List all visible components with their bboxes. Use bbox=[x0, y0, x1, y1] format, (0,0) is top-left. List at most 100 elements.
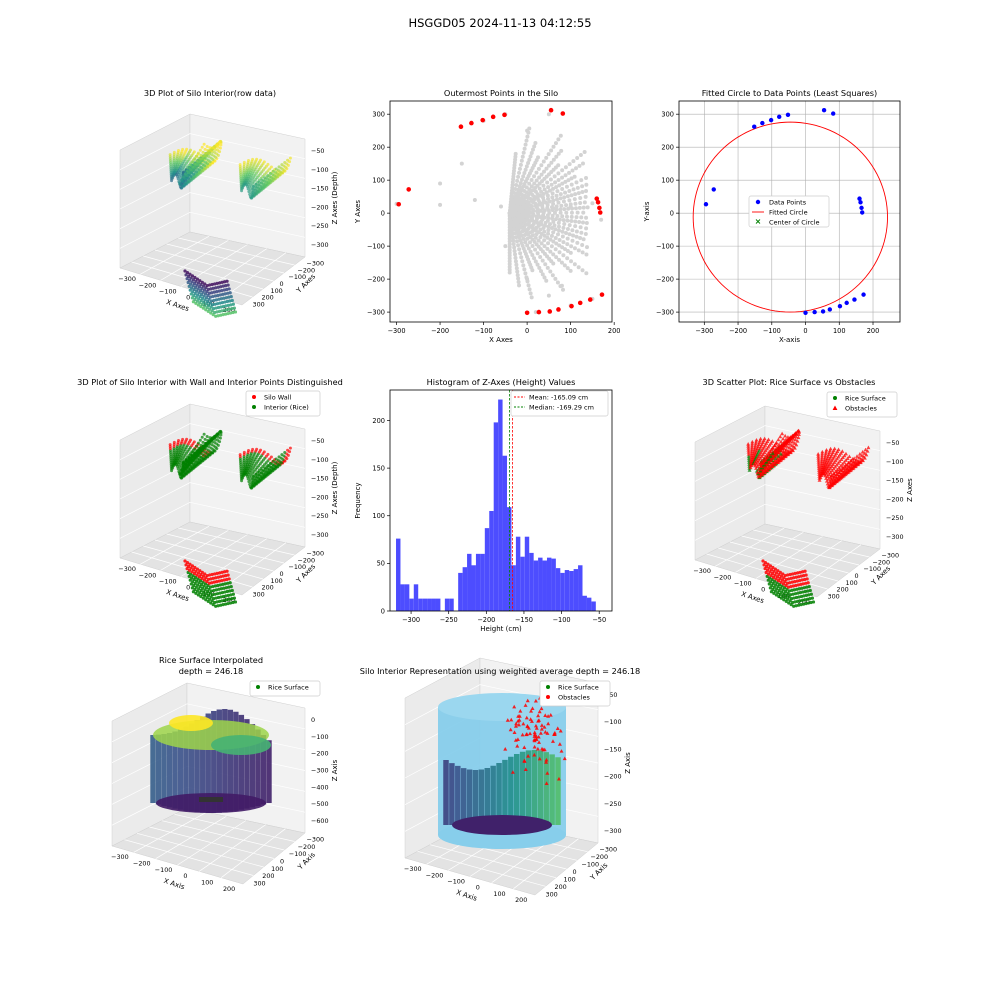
data-point bbox=[530, 233, 535, 238]
data-point bbox=[777, 114, 782, 120]
obstacle-point bbox=[515, 743, 520, 748]
z-tick-label: −150 bbox=[886, 477, 904, 485]
data-point bbox=[771, 565, 775, 570]
x-tick-label: −200 bbox=[139, 571, 157, 579]
x-tick-label: 100 bbox=[833, 327, 846, 335]
data-point bbox=[221, 304, 226, 309]
data-point bbox=[569, 210, 574, 215]
data-point bbox=[259, 448, 263, 452]
data-point bbox=[286, 448, 290, 452]
data-point bbox=[528, 154, 533, 159]
data-point bbox=[217, 579, 221, 583]
data-point bbox=[189, 174, 193, 178]
data-point bbox=[801, 602, 806, 606]
obstacle-point bbox=[857, 455, 862, 460]
data-point bbox=[176, 439, 180, 443]
data-point bbox=[223, 292, 227, 296]
obstacle-point bbox=[762, 450, 767, 455]
obstacle-point bbox=[820, 451, 825, 456]
x-tick-label: −100 bbox=[447, 877, 465, 885]
data-point bbox=[246, 159, 250, 163]
data-point bbox=[799, 603, 803, 607]
data-point bbox=[569, 219, 574, 224]
outer-point bbox=[599, 292, 605, 297]
data-point bbox=[803, 569, 807, 573]
data-point bbox=[549, 148, 554, 153]
obstacle-point bbox=[755, 470, 760, 474]
outer-point bbox=[597, 205, 602, 211]
data-point bbox=[212, 588, 216, 592]
obstacle-point bbox=[827, 472, 832, 477]
obstacle-point bbox=[544, 760, 549, 764]
outer-point bbox=[587, 297, 593, 302]
obstacle-point bbox=[778, 434, 783, 439]
data-point bbox=[561, 225, 566, 230]
data-point bbox=[557, 250, 562, 255]
data-point bbox=[221, 603, 225, 607]
obstacle-point bbox=[746, 442, 751, 446]
z-tick-label: −200 bbox=[311, 750, 329, 758]
histogram-bar bbox=[422, 598, 428, 611]
data-point bbox=[189, 453, 193, 457]
data-point bbox=[798, 591, 803, 595]
data-point bbox=[545, 193, 550, 198]
obstacle-point bbox=[843, 466, 848, 470]
data-point bbox=[271, 459, 275, 463]
data-point bbox=[557, 183, 562, 188]
data-point bbox=[537, 175, 542, 180]
data-point bbox=[565, 218, 570, 223]
data-point bbox=[229, 585, 233, 589]
axes-frame bbox=[389, 100, 613, 323]
obstacle-point bbox=[775, 457, 780, 461]
data-point bbox=[519, 158, 524, 163]
data-point bbox=[218, 301, 222, 305]
obstacle-point bbox=[749, 445, 754, 450]
data-point bbox=[519, 255, 524, 260]
data-point bbox=[213, 440, 217, 444]
x-tick-label: −300 bbox=[404, 865, 422, 873]
data-point bbox=[231, 600, 235, 605]
obstacle-point bbox=[528, 731, 533, 736]
data-point bbox=[533, 140, 538, 145]
data-point bbox=[218, 436, 222, 440]
data-point bbox=[583, 194, 588, 199]
data-point bbox=[533, 247, 538, 252]
obstacle-point bbox=[847, 454, 852, 459]
data-point bbox=[216, 575, 220, 579]
data-point bbox=[183, 559, 187, 563]
data-point bbox=[226, 581, 230, 585]
data-point bbox=[538, 254, 543, 259]
data-point bbox=[578, 225, 583, 230]
obstacle-point bbox=[847, 468, 852, 472]
data-point bbox=[797, 587, 801, 591]
y-tick-label: −100 bbox=[582, 861, 600, 869]
data-point bbox=[210, 153, 214, 157]
data-point bbox=[218, 293, 222, 297]
x-tick-label: −300 bbox=[118, 275, 136, 283]
legend-label: Obstacles bbox=[845, 405, 878, 413]
chart-title: 3D Plot of Silo Interior with Wall and I… bbox=[77, 377, 343, 387]
data-point bbox=[569, 176, 574, 181]
data-point bbox=[225, 308, 229, 312]
obstacle-point bbox=[787, 445, 792, 450]
obstacle-point bbox=[532, 744, 537, 749]
data-point bbox=[507, 267, 512, 272]
data-point bbox=[201, 440, 205, 444]
data-point bbox=[251, 480, 255, 484]
y-tick-label: −100 bbox=[289, 850, 307, 858]
obstacle-point bbox=[827, 450, 832, 455]
data-point bbox=[230, 298, 234, 303]
data-point bbox=[544, 155, 549, 160]
obstacle-point bbox=[546, 714, 551, 718]
fitted-circle bbox=[692, 121, 888, 313]
data-point bbox=[582, 200, 587, 205]
obstacle-point bbox=[828, 446, 833, 451]
data-point bbox=[507, 245, 512, 250]
data-point bbox=[191, 160, 195, 164]
data-point bbox=[213, 572, 217, 576]
data-point bbox=[221, 284, 225, 288]
histogram-bar bbox=[480, 553, 485, 611]
data-point bbox=[266, 169, 270, 173]
x-tick-label: 0 bbox=[803, 327, 807, 335]
